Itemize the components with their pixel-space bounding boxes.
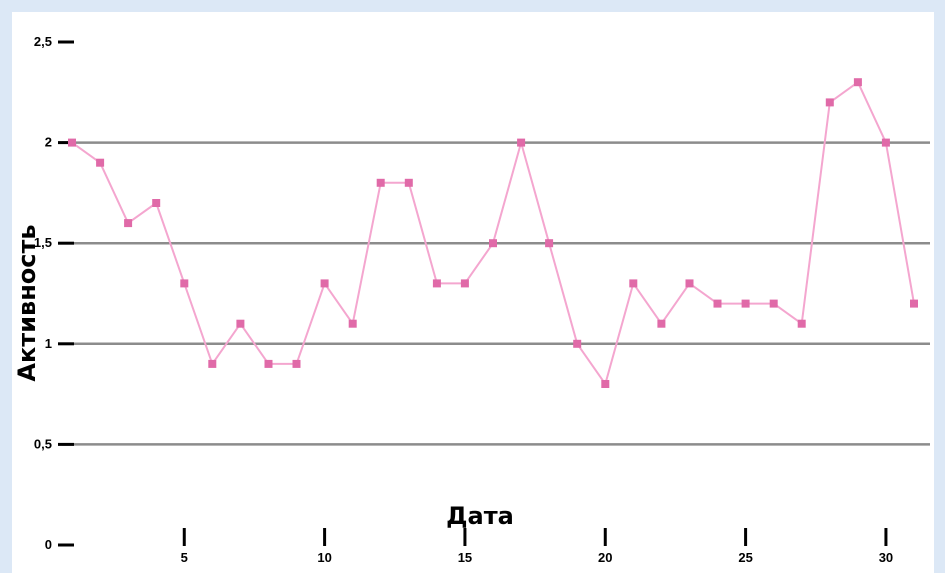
x-tick-label: 5 (181, 550, 188, 565)
data-point (545, 239, 554, 248)
y-tick-label: 0 (45, 537, 52, 552)
data-point (320, 279, 329, 288)
data-point (629, 279, 638, 288)
data-point (152, 199, 161, 207)
chart-panel (12, 12, 934, 573)
x-tick-label: 10 (317, 550, 331, 565)
y-tick-label: 2 (45, 135, 52, 150)
data-point (853, 78, 862, 87)
x-axis-title: Дата (446, 502, 514, 530)
data-point (517, 138, 526, 147)
data-point (460, 279, 469, 288)
data-point (236, 319, 245, 328)
gridlines (62, 141, 930, 446)
data-point (769, 299, 778, 308)
data-point (713, 299, 722, 308)
data-point (404, 178, 413, 187)
data-point (96, 158, 105, 167)
data-point (741, 299, 750, 308)
y-tick-label: 1,5 (34, 235, 52, 250)
data-point (489, 239, 497, 248)
y-tick-label: 1 (45, 336, 52, 351)
x-tick-label: 25 (738, 550, 752, 565)
data-point (685, 279, 694, 288)
series-polyline (71, 81, 915, 385)
data-point (124, 219, 133, 228)
x-tick-label: 30 (879, 550, 893, 565)
data-point (180, 279, 189, 288)
data-point (910, 299, 918, 308)
data-point (264, 359, 273, 368)
data-point (376, 178, 385, 187)
data-point (348, 319, 357, 328)
x-tick-label: 15 (458, 550, 472, 565)
y-tick-label: 2,5 (34, 34, 52, 49)
series-line (71, 81, 915, 385)
y-axis-title: Активность (13, 224, 41, 381)
data-point (881, 138, 890, 147)
data-point (601, 380, 610, 388)
x-axis: 5 10 15 20 25 30 (181, 528, 893, 565)
data-point (797, 319, 806, 328)
data-point (292, 359, 301, 368)
data-point (657, 319, 666, 328)
data-point (432, 279, 441, 288)
data-point (825, 98, 834, 107)
data-point (68, 138, 76, 147)
series-markers (68, 78, 918, 388)
y-axis: 0 0,5 1 1,5 2 2,5 (34, 34, 74, 552)
data-point (573, 339, 582, 348)
y-tick-label: 0,5 (34, 436, 52, 451)
data-point (208, 359, 217, 368)
x-tick-label: 20 (598, 550, 612, 565)
